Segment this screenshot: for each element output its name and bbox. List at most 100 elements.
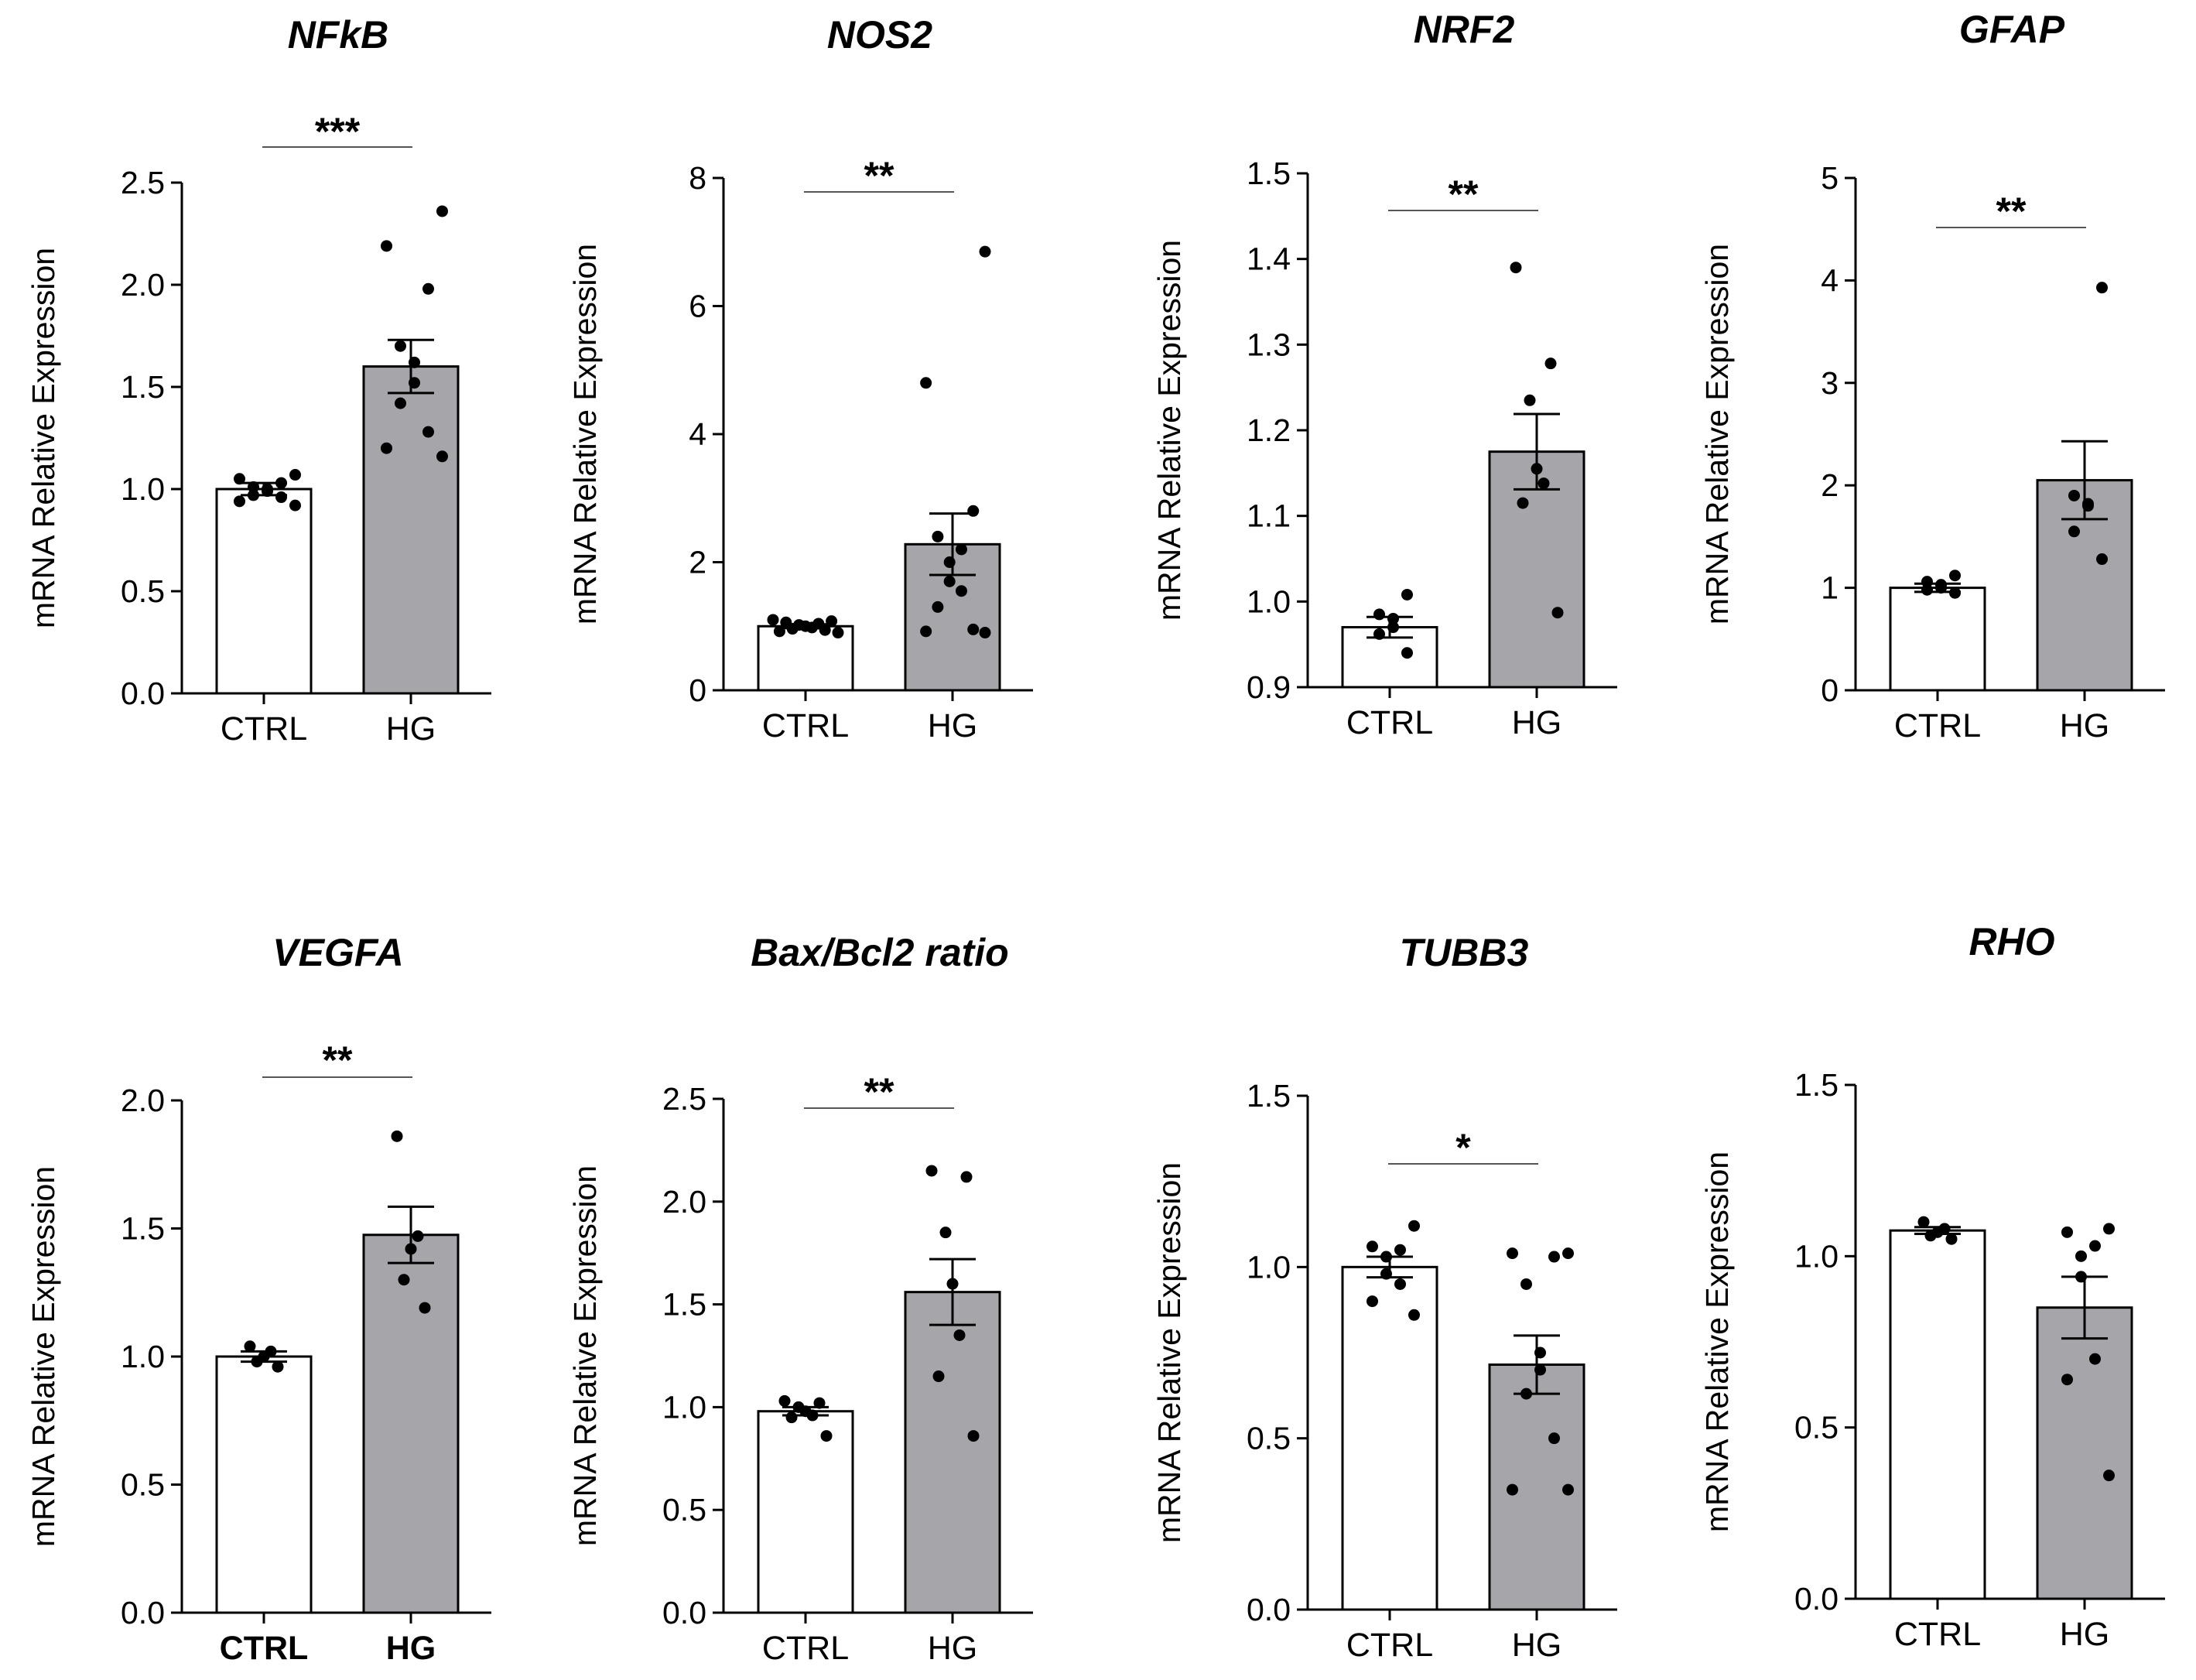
chart-title: RHO: [1969, 920, 2054, 963]
x-tick-label: HG: [2060, 1616, 2110, 1653]
x-tick-label: CTRL: [1346, 1627, 1433, 1664]
data-point: [932, 1370, 945, 1383]
y-tick-label: 0.5: [662, 1492, 706, 1528]
data-point: [381, 442, 392, 454]
x-tick-label: HG: [928, 1630, 978, 1667]
y-tick-label: 1.0: [662, 1389, 706, 1425]
bar-hg: [362, 1233, 460, 1614]
data-point: [409, 377, 420, 389]
data-point: [955, 543, 967, 556]
x-tick-label: CTRL: [762, 1630, 849, 1667]
data-point: [1401, 588, 1413, 600]
chart-panel-8: RHO mRNA Relative Expression 0.0 0.5 1.0 1.5 C…: [1699, 920, 2165, 1653]
data-point: [412, 1230, 424, 1242]
bar-ctrl: [215, 488, 313, 695]
x-tick-label: CTRL: [221, 710, 307, 748]
y-tick-label: 0.5: [1247, 1421, 1291, 1456]
data-point: [2068, 525, 2080, 538]
data-point: [1394, 1244, 1406, 1256]
data-point: [1517, 497, 1529, 509]
bar-hg: [362, 365, 460, 695]
data-point: [1935, 579, 1947, 591]
data-point: [960, 1171, 973, 1183]
y-axis-label: mRNA Relative Expression: [1699, 244, 1735, 624]
data-point: [1520, 1278, 1532, 1290]
y-axis-label: mRNA Relative Expression: [1151, 240, 1187, 621]
data-point: [946, 1278, 959, 1290]
chart-panel-7: TUBB3 mRNA Relative Expression 0.0 0.5 1.0 1.…: [1151, 931, 1617, 1664]
y-tick-label: 1.0: [121, 471, 165, 507]
data-point: [275, 477, 287, 489]
data-point: [2075, 1250, 2087, 1262]
y-tick-label: 2.0: [662, 1184, 706, 1220]
chart-panel-6: Bax/Bcl2 ratio mRNA Relative Expression 0.…: [567, 931, 1033, 1667]
y-tick-label: 0: [689, 672, 706, 708]
data-point: [2096, 553, 2108, 566]
data-point: [1562, 1247, 1574, 1260]
data-point: [2089, 1353, 2101, 1365]
y-tick-label: 1.1: [1247, 498, 1291, 534]
data-point: [785, 1411, 798, 1424]
y-axis-label: mRNA Relative Expression: [567, 244, 603, 624]
data-point: [289, 499, 301, 512]
y-tick-label: 0.5: [1794, 1410, 1839, 1446]
y-tick-label: 4: [1821, 262, 1839, 298]
data-point: [1394, 1278, 1406, 1290]
y-tick-label: 2.5: [662, 1081, 706, 1117]
data-point: [262, 483, 273, 495]
data-point: [1524, 394, 1536, 406]
data-point: [943, 575, 956, 587]
y-tick-label: 1.0: [1247, 583, 1291, 619]
x-tick-label: HG: [1512, 1627, 1562, 1664]
data-point: [2061, 1374, 2073, 1386]
y-tick-label: 0.5: [121, 1467, 165, 1503]
chart-title: VEGFA: [272, 931, 403, 974]
data-point: [234, 473, 245, 485]
data-point: [422, 282, 434, 295]
y-tick-label: 1.5: [121, 1211, 165, 1247]
data-point: [248, 481, 259, 493]
data-point: [1921, 583, 1933, 596]
y-axis-label: mRNA Relative Expression: [567, 1165, 603, 1546]
data-point: [1408, 1220, 1420, 1232]
data-point: [939, 1227, 952, 1239]
y-tick-label: 1.5: [121, 369, 165, 405]
bar-hg: [2036, 1306, 2133, 1600]
y-tick-label: 1.5: [1247, 156, 1291, 191]
bar-hg: [1488, 450, 1585, 689]
data-point: [436, 450, 448, 463]
data-point: [967, 623, 980, 635]
y-tick-label: 1.5: [1794, 1067, 1839, 1103]
x-tick-label: HG: [386, 1630, 436, 1667]
significance-label: ***: [315, 110, 361, 153]
data-point: [248, 489, 259, 501]
data-point: [2096, 282, 2108, 294]
data-point: [920, 625, 932, 638]
data-point: [1949, 587, 1961, 599]
y-tick-label: 0.0: [662, 1595, 706, 1630]
data-point: [2068, 489, 2080, 501]
data-point: [955, 585, 967, 597]
y-tick-label: 0.0: [1247, 1592, 1291, 1627]
data-point: [826, 615, 838, 628]
y-tick-label: 0.5: [121, 573, 165, 609]
data-point: [932, 530, 944, 542]
data-point: [812, 618, 825, 630]
y-tick-label: 1.4: [1247, 241, 1291, 277]
data-point: [1408, 1309, 1420, 1321]
y-tick-label: 1.5: [662, 1287, 706, 1322]
data-point: [391, 1130, 403, 1142]
data-point: [1380, 1268, 1392, 1280]
data-point: [813, 1397, 826, 1409]
data-point: [381, 240, 392, 252]
chart-title: GFAP: [1959, 8, 2065, 51]
data-point: [1562, 1483, 1574, 1496]
data-point: [1544, 358, 1557, 370]
bar-hg: [904, 1291, 1001, 1614]
significance-label: **: [323, 1038, 353, 1082]
y-tick-label: 0.9: [1247, 669, 1291, 705]
data-point: [2061, 1226, 2073, 1238]
chart-title: NOS2: [827, 13, 932, 56]
data-point: [967, 1430, 980, 1442]
